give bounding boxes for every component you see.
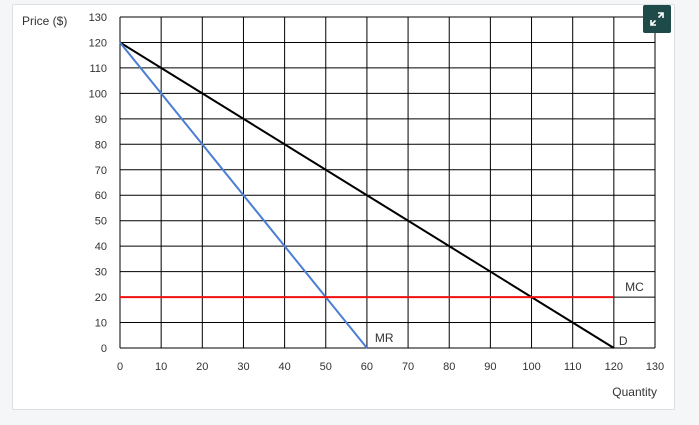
series-label-mc: MC — [625, 280, 644, 294]
chart-series: D MR MC — [119, 41, 644, 349]
x-tick-label: 100 — [522, 361, 540, 373]
x-axis-label: Quantity — [612, 385, 657, 399]
x-tick-label: 80 — [443, 361, 455, 373]
y-axis-label: Price ($) — [22, 14, 67, 28]
expand-arrows-icon — [650, 12, 664, 26]
expand-button[interactable] — [643, 5, 671, 33]
chart-card — [12, 4, 675, 410]
x-tick-label: 0 — [117, 361, 123, 373]
y-tick-label: 0 — [101, 343, 107, 355]
y-tick-label: 30 — [95, 267, 107, 279]
y-tick-label: 110 — [89, 63, 107, 75]
y-tick-label: 60 — [95, 190, 107, 202]
y-tick-label: 40 — [95, 241, 107, 253]
y-tick-label: 90 — [95, 114, 107, 126]
x-tick-label: 10 — [155, 361, 167, 373]
x-tick-label: 40 — [278, 361, 290, 373]
y-tick-label: 130 — [89, 12, 107, 24]
y-tick-label: 100 — [89, 88, 107, 100]
y-tick-label: 20 — [95, 292, 107, 304]
x-tick-label: 110 — [564, 361, 582, 373]
chart-grid — [119, 16, 656, 349]
axis-ticks: 0 10 20 30 40 50 60 70 80 90 100 110 120 130 0 10 20 30 40… — [89, 12, 665, 373]
y-tick-label: 50 — [95, 216, 107, 228]
y-tick-label: 10 — [95, 318, 107, 330]
x-tick-label: 60 — [361, 361, 373, 373]
x-tick-label: 70 — [402, 361, 414, 373]
x-tick-label: 130 — [646, 361, 664, 373]
x-tick-label: 20 — [196, 361, 208, 373]
series-label-mr: MR — [375, 331, 394, 345]
x-tick-label: 50 — [320, 361, 332, 373]
x-tick-label: 120 — [605, 361, 623, 373]
y-tick-label: 120 — [89, 37, 107, 49]
x-tick-label: 90 — [484, 361, 496, 373]
x-tick-label: 30 — [237, 361, 249, 373]
y-tick-label: 70 — [95, 165, 107, 177]
y-tick-label: 80 — [95, 139, 107, 151]
series-label-d: D — [619, 334, 628, 348]
